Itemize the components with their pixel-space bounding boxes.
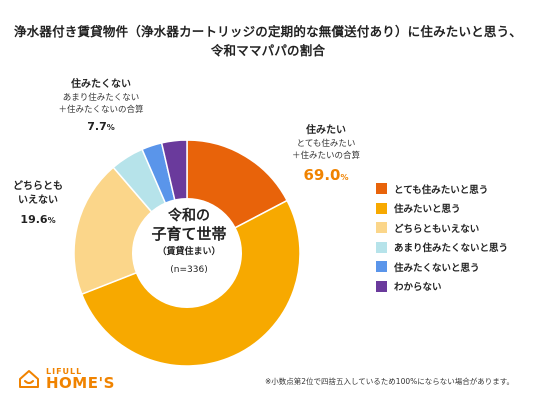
chart-title: 浄水器付き賃貸物件（浄水器カートリッジの定期的な無償送付あり）に住みたいと思う、… bbox=[0, 22, 536, 60]
legend-swatch bbox=[376, 241, 387, 253]
callout-want: 住みたい とても住みたい ＋住みたいの合算 69.0% bbox=[287, 124, 365, 188]
legend-item: 住みたいと思う bbox=[376, 202, 508, 215]
chart-legend: とても住みたいと思う 住みたいと思うどちらともいえないあまり住みたくないと思う 住み… bbox=[376, 183, 508, 300]
callout-want-sub2: ＋住みたいの合算 bbox=[291, 151, 360, 161]
legend-label: 住みたいと思う bbox=[394, 204, 461, 215]
center-label-line3: （賃貸住まい） bbox=[157, 247, 221, 257]
callout-want-sub1: とても住みたい bbox=[296, 139, 356, 149]
callout-not-want-name: 住みたくない bbox=[71, 79, 131, 90]
legend-item: とても住みたいと思う bbox=[376, 183, 508, 196]
logo-text: LIFULL HOME'S bbox=[46, 367, 115, 391]
callout-not-want: 住みたくない あまり住みたくない ＋住みたくないの合算 7.7% bbox=[54, 78, 148, 138]
legend-item: 住みたくないと思う bbox=[376, 261, 508, 274]
callout-want-name: 住みたい bbox=[306, 125, 346, 136]
legend-label: とても住みたいと思う bbox=[394, 184, 489, 196]
legend-label: わからない bbox=[394, 282, 442, 293]
callout-neutral: どちらとも いえない 19.6% bbox=[8, 180, 68, 231]
legend-swatch bbox=[376, 222, 387, 233]
callout-not-want-percent: 7.7% bbox=[54, 117, 148, 138]
logo-line1: LIFULL bbox=[46, 367, 83, 376]
legend-swatch bbox=[376, 280, 387, 292]
callout-neutral-name2: いえない bbox=[18, 195, 58, 206]
callout-want-value: 69.0 bbox=[303, 166, 341, 184]
callout-want-percent: 69.0% bbox=[287, 165, 365, 188]
pie-center-hole bbox=[132, 198, 242, 308]
callout-neutral-unit: % bbox=[47, 216, 56, 225]
callout-neutral-name1: どちらとも bbox=[13, 181, 63, 192]
legend-item: わからない bbox=[376, 280, 508, 293]
chart-title-line1: 浄水器付き賃貸物件（浄水器カートリッジの定期的な無償送付あり）に住みたいと思う、 bbox=[13, 24, 522, 39]
legend-label: あまり住みたくないと思う bbox=[394, 243, 509, 254]
callout-neutral-value: 19.6 bbox=[20, 213, 48, 226]
legend-swatch bbox=[376, 261, 387, 272]
logo-line2: HOME'S bbox=[46, 374, 115, 392]
chart-title-line2: 令和ママパパの割合 bbox=[210, 43, 326, 58]
legend-swatch bbox=[376, 202, 387, 214]
callout-not-want-sub2: ＋住みたくないの合算 bbox=[58, 105, 144, 115]
callout-neutral-percent: 19.6% bbox=[8, 210, 68, 231]
callout-not-want-unit: % bbox=[106, 123, 115, 132]
center-label-line2: 子育て世帯 bbox=[151, 225, 227, 243]
center-label-sample-size: (n=336) bbox=[170, 265, 208, 275]
pie-center-label: 令和の 子育て世帯 （賃貸住まい） (n=336) bbox=[134, 208, 244, 280]
callout-want-unit: % bbox=[340, 173, 349, 182]
callout-not-want-sub1: あまり住みたくない bbox=[62, 93, 140, 103]
callout-not-want-value: 7.7 bbox=[87, 120, 107, 133]
legend-item: どちらともいえない bbox=[376, 222, 508, 235]
legend-swatch bbox=[376, 183, 387, 194]
footnote: ※小数点第2位で四捨五入しているため100%にならない場合があります。 bbox=[264, 377, 514, 386]
center-label-line1: 令和の bbox=[168, 208, 210, 224]
house-icon bbox=[19, 370, 39, 388]
lifull-homes-logo: LIFULL HOME'S bbox=[18, 367, 115, 391]
legend-item: あまり住みたくないと思う bbox=[376, 241, 509, 254]
legend-label: どちらともいえない bbox=[394, 223, 480, 235]
legend-label: 住みたくないと思う bbox=[394, 262, 480, 274]
